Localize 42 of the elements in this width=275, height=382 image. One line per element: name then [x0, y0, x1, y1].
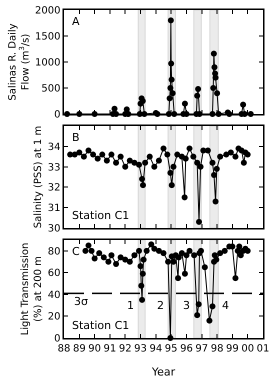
y-tick-label: 2000 — [35, 6, 60, 16]
y-tick-label: 20 — [48, 312, 60, 323]
x-tick-label: 94 — [149, 344, 162, 354]
y-tick-label: 34 — [48, 142, 60, 153]
y-tick-label: 0 — [54, 110, 60, 120]
band-label: 2 — [157, 299, 164, 312]
x-tick-label: 00 — [241, 344, 254, 354]
band-label: 1 — [127, 299, 134, 312]
ref-line-label: 3σ — [74, 295, 88, 308]
y-tick-label: 80 — [48, 246, 60, 258]
y-tick-label: 32 — [48, 182, 60, 194]
y-tick-label: 1000 — [35, 58, 60, 68]
y-tick-label: 60 — [48, 268, 60, 280]
y-tick-label: 500 — [41, 84, 60, 94]
band-label: 4 — [222, 299, 229, 312]
x-axis-title: Year — [150, 365, 176, 378]
x-tick-label: 95 — [164, 344, 178, 354]
y-tick-label: 31 — [48, 203, 60, 214]
annotation: B — [72, 131, 80, 144]
annotation: A — [72, 15, 80, 28]
x-tick-label: 89 — [72, 344, 86, 354]
x-tick-label: 93 — [134, 344, 147, 354]
x-tick-label: 91 — [104, 344, 116, 354]
x-tick-label: 90 — [88, 344, 101, 354]
y-axis-title: Light Transmission (%) at 200 m — [20, 242, 44, 336]
x-tick-label: 99 — [226, 344, 239, 354]
annotation: Station C1 — [72, 319, 130, 332]
x-tick-label: 01 — [256, 344, 270, 354]
x-tick-label: 96 — [180, 344, 193, 354]
y-axis-title: Salinity (PSS) at 1 m — [33, 126, 44, 228]
annotation: Station C1 — [72, 209, 130, 222]
x-tick-label: 97 — [195, 344, 208, 354]
x-tick-label: 92 — [118, 344, 132, 354]
y-tick-label: 1500 — [35, 32, 60, 42]
band-label: 3 — [183, 299, 190, 312]
annotation: C — [72, 245, 80, 258]
y-tick-label: 40 — [48, 290, 60, 301]
x-tick-label: 88 — [58, 344, 70, 354]
y-tick-label: 0 — [54, 334, 60, 344]
x-tick-label: 98 — [210, 344, 224, 354]
y-tick-label: 33 — [48, 162, 60, 174]
y-tick-label: 30 — [48, 224, 60, 234]
